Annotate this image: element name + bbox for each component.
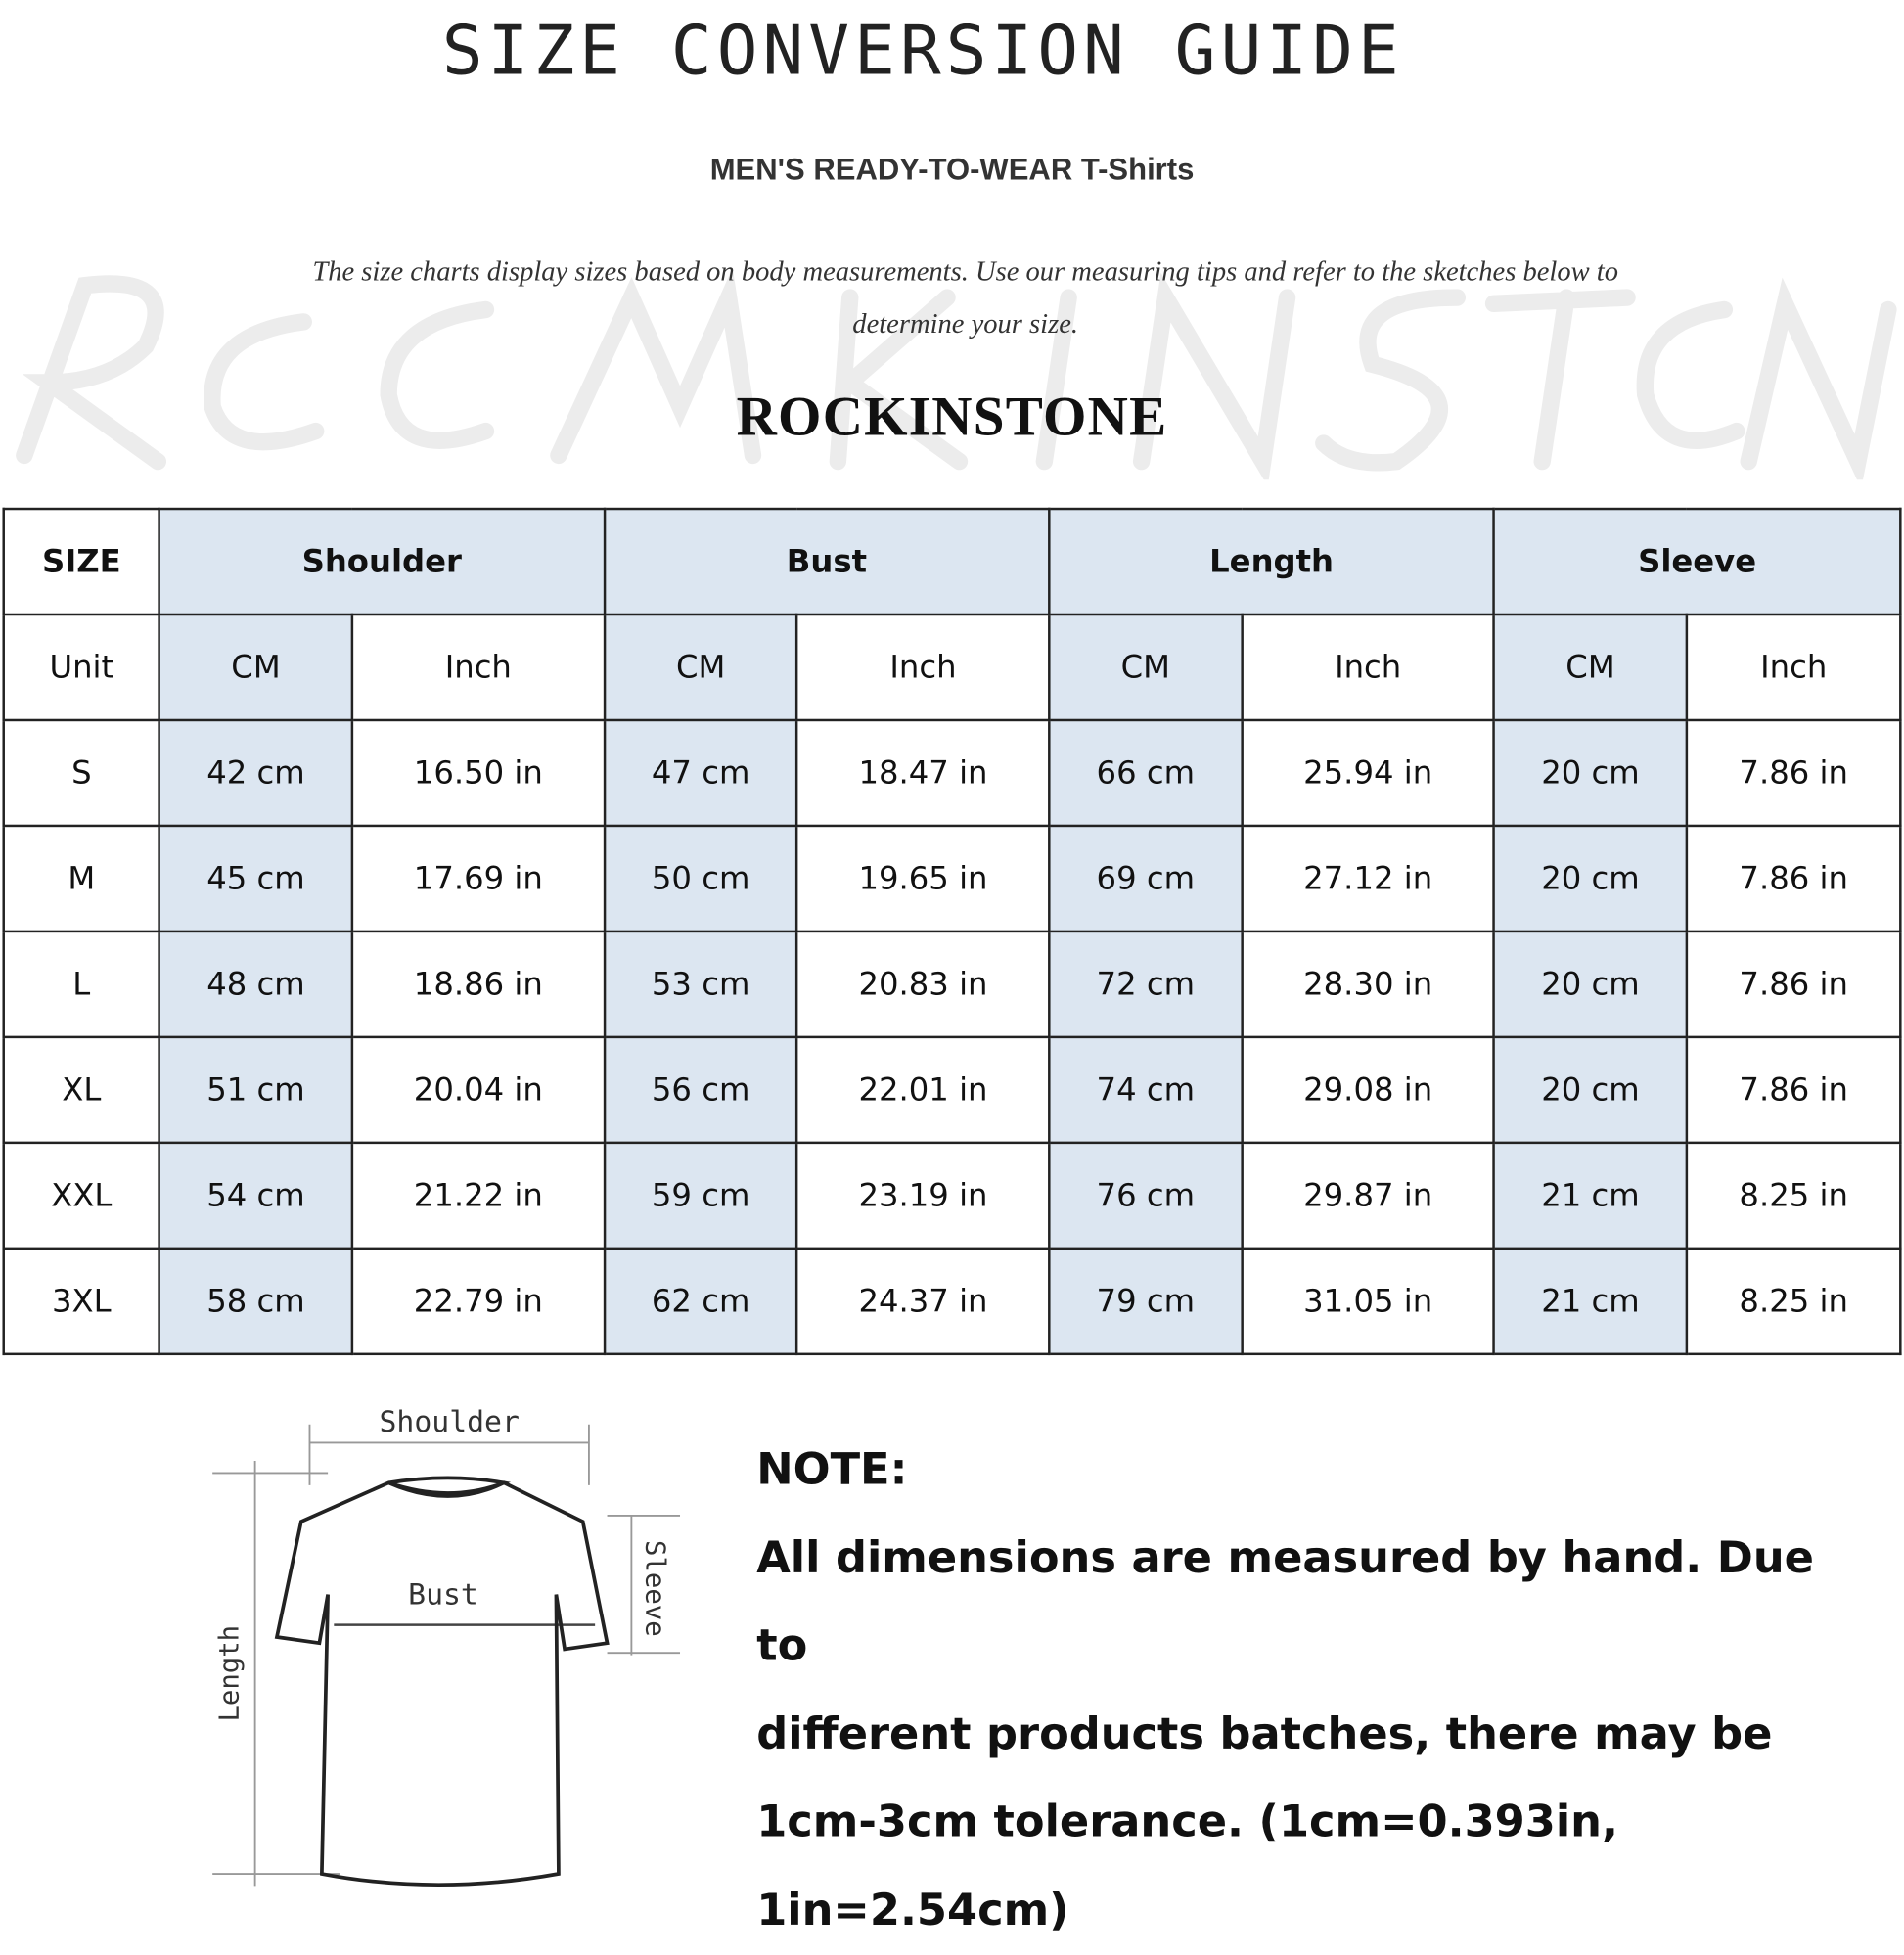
size-cell: L (2, 930, 161, 1039)
value-cell: 29.87 in (1241, 1141, 1496, 1250)
value-cell: 22.01 in (795, 1035, 1051, 1145)
unit-cell: Inch (1685, 613, 1902, 722)
value-cell: 51 cm (158, 1035, 354, 1145)
value-cell: 18.86 in (350, 930, 606, 1039)
size-cell: S (2, 718, 161, 828)
value-cell: 21 cm (1492, 1141, 1689, 1250)
value-cell: 23.19 in (795, 1141, 1051, 1250)
value-cell: 50 cm (603, 824, 798, 933)
value-cell: 21 cm (1492, 1247, 1689, 1356)
value-cell: 79 cm (1048, 1247, 1244, 1356)
value-cell: 62 cm (603, 1247, 798, 1356)
value-cell: 76 cm (1048, 1141, 1244, 1250)
value-cell: 47 cm (603, 718, 798, 828)
table-row: S 42 cm 16.50 in 47 cm 18.47 in 66 cm 25.94 in… (2, 718, 1902, 828)
size-cell: M (2, 824, 161, 933)
value-cell: 7.86 in (1685, 718, 1902, 828)
note-heading: NOTE: (756, 1444, 908, 1495)
value-cell: 20 cm (1492, 718, 1689, 828)
subtitle: MEN'S READY-TO-WEAR T-Shirts (709, 153, 1195, 188)
unit-cell: Inch (795, 613, 1051, 722)
value-cell: 69 cm (1048, 824, 1244, 933)
value-cell: 20 cm (1492, 824, 1689, 933)
value-cell: 20.04 in (350, 1035, 606, 1145)
description: The size charts display sizes based on b… (312, 255, 1618, 340)
value-cell: 8.25 in (1685, 1247, 1902, 1356)
value-cell: 19.65 in (795, 824, 1051, 933)
value-cell: 31.05 in (1241, 1247, 1496, 1356)
size-guide: SIZE CONVERSION GUIDE MEN'S READY-TO-WEA… (2, 12, 1902, 1935)
note: NOTE: All dimensions are measured by han… (756, 1427, 1874, 1955)
value-cell: 45 cm (158, 824, 354, 933)
table-row: 3XL 58 cm 22.79 in 62 cm 24.37 in 79 cm 31.05 … (2, 1247, 1902, 1356)
note-line: All dimensions are measured by hand. Due… (756, 1532, 1814, 1671)
value-cell: 72 cm (1048, 930, 1244, 1039)
group-header: Shoulder (158, 507, 606, 616)
unit-cell: CM (158, 613, 354, 722)
value-cell: 22.79 in (350, 1247, 606, 1356)
value-cell: 59 cm (603, 1141, 798, 1250)
shoulder-label: Shoulder (380, 1405, 520, 1439)
size-cell: 3XL (2, 1247, 161, 1356)
value-cell: 42 cm (158, 718, 354, 828)
value-cell: 7.86 in (1685, 930, 1902, 1039)
value-cell: 25.94 in (1241, 718, 1496, 828)
brand-name: ROCKINSTONE (736, 385, 1168, 447)
value-cell: 20 cm (1492, 930, 1689, 1039)
value-cell: 66 cm (1048, 718, 1244, 828)
unit-cell: Inch (1241, 613, 1496, 722)
value-cell: 28.30 in (1241, 930, 1496, 1039)
size-table: SIZE Shoulder Bust Length Sleeve Unit CM Inch CM… (2, 507, 1902, 1356)
value-cell: 7.86 in (1685, 824, 1902, 933)
group-header: Sleeve (1492, 507, 1902, 616)
tshirt-outline-icon (274, 1476, 610, 1887)
bust-label: Bust (408, 1577, 478, 1612)
unit-row: Unit CM Inch CM Inch CM Inch CM Inch (2, 613, 1902, 722)
value-cell: 48 cm (158, 930, 354, 1039)
size-header: SIZE (2, 507, 161, 616)
unit-label: Unit (2, 613, 161, 722)
value-cell: 17.69 in (350, 824, 606, 933)
length-label: Length (214, 1625, 245, 1722)
size-cell: XL (2, 1035, 161, 1145)
note-line: 1cm-3cm tolerance. (1cm=0.393in, 1in=2.5… (756, 1796, 1618, 1935)
group-header: Length (1048, 507, 1496, 616)
tshirt-diagram: Shoulder Bust Length Sleeve (212, 1405, 681, 1887)
value-cell: 24.37 in (795, 1247, 1051, 1356)
value-cell: 54 cm (158, 1141, 354, 1250)
value-cell: 74 cm (1048, 1035, 1244, 1145)
note-line: different products batches, there may be (756, 1708, 1773, 1759)
unit-cell: Inch (350, 613, 606, 722)
value-cell: 7.86 in (1685, 1035, 1902, 1145)
unit-cell: CM (603, 613, 798, 722)
value-cell: 29.08 in (1241, 1035, 1496, 1145)
page-title: SIZE CONVERSION GUIDE (441, 12, 1404, 92)
value-cell: 21.22 in (350, 1141, 606, 1250)
table-row: M 45 cm 17.69 in 50 cm 19.65 in 69 cm 27.12 in… (2, 824, 1902, 933)
unit-cell: CM (1048, 613, 1244, 722)
watermark-logo (16, 267, 1897, 480)
table-row: L 48 cm 18.86 in 53 cm 20.83 in 72 cm 28.30 in… (2, 930, 1902, 1039)
value-cell: 16.50 in (350, 718, 606, 828)
value-cell: 8.25 in (1685, 1141, 1902, 1250)
value-cell: 18.47 in (795, 718, 1051, 828)
sleeve-label: Sleeve (639, 1540, 669, 1637)
value-cell: 56 cm (603, 1035, 798, 1145)
value-cell: 20 cm (1492, 1035, 1689, 1145)
table-row: XL 51 cm 20.04 in 56 cm 22.01 in 74 cm 29.08 i… (2, 1035, 1902, 1145)
value-cell: 27.12 in (1241, 824, 1496, 933)
group-header: Bust (603, 507, 1051, 616)
value-cell: 20.83 in (795, 930, 1051, 1039)
table-row: XXL 54 cm 21.22 in 59 cm 23.19 in 76 cm 29.87 … (2, 1141, 1902, 1250)
unit-cell: CM (1492, 613, 1689, 722)
value-cell: 58 cm (158, 1247, 354, 1356)
value-cell: 53 cm (603, 930, 798, 1039)
header-row: SIZE Shoulder Bust Length Sleeve (2, 507, 1902, 616)
measure-lines (212, 1424, 681, 1887)
size-cell: XXL (2, 1141, 161, 1250)
